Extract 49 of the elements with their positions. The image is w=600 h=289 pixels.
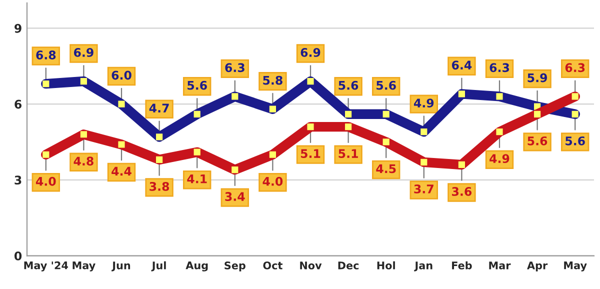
data-label: 4.4 xyxy=(112,166,132,176)
data-label: 6.9 xyxy=(300,48,320,57)
x-tick-label: May xyxy=(564,262,587,272)
data-label: 6.8 xyxy=(36,50,56,60)
data-label: 6.4 xyxy=(452,60,472,70)
data-label: 4.0 xyxy=(262,176,283,186)
x-tick-label: Jun xyxy=(112,262,130,272)
x-tick-label: Oct xyxy=(263,262,282,270)
data-label: 4.9 xyxy=(414,98,434,108)
x-tick-label: Apr xyxy=(527,262,548,272)
y-tick-label: 0 xyxy=(14,251,22,260)
x-tick-label: Hol xyxy=(377,261,395,270)
x-tick-label: May '24 xyxy=(24,261,68,272)
data-label: 4.1 xyxy=(187,174,207,184)
data-label: 3.6 xyxy=(452,187,472,196)
data-label: 3.4 xyxy=(225,192,245,201)
data-label: 5.1 xyxy=(338,149,358,158)
data-label: 3.8 xyxy=(150,182,170,191)
data-label: 6.3 xyxy=(490,63,510,72)
data-label: 6.9 xyxy=(74,48,94,57)
data-label: 5.6 xyxy=(188,80,207,90)
data-label: 4.5 xyxy=(376,164,396,174)
data-label: 5.6 xyxy=(376,80,396,90)
data-label: 5.8 xyxy=(263,76,282,85)
x-tick-label: Sep xyxy=(224,262,246,272)
data-label: 6.3 xyxy=(565,63,585,72)
data-label: 6.3 xyxy=(225,63,244,72)
data-label: 5.9 xyxy=(528,73,547,82)
data-label: 4.9 xyxy=(490,154,510,164)
data-label: 5.6 xyxy=(338,80,358,90)
y-tick-label: 3 xyxy=(14,176,22,185)
x-tick-label: Jul xyxy=(151,261,166,272)
data-label: 4.7 xyxy=(149,104,169,112)
data-label: 6.0 xyxy=(112,70,132,80)
x-tick-label: Dec xyxy=(338,262,359,270)
x-tick-label: May xyxy=(72,262,96,272)
x-tick-label: Mar xyxy=(489,262,511,270)
data-label: 4.8 xyxy=(74,156,94,166)
data-label: 5.1 xyxy=(300,149,320,158)
data-label: 5.6 xyxy=(566,136,585,146)
x-tick-label: Feb xyxy=(452,261,472,270)
data-label: 3.7 xyxy=(414,184,434,194)
x-tick-label: Jan xyxy=(414,262,432,272)
data-label: 5.6 xyxy=(528,136,548,146)
x-tick-label: Aug xyxy=(186,262,208,272)
y-tick-label: 6 xyxy=(14,100,22,109)
y-tick-label: 9 xyxy=(14,24,22,33)
x-tick-label: Nov xyxy=(300,262,322,270)
data-label: 4.0 xyxy=(36,176,56,186)
